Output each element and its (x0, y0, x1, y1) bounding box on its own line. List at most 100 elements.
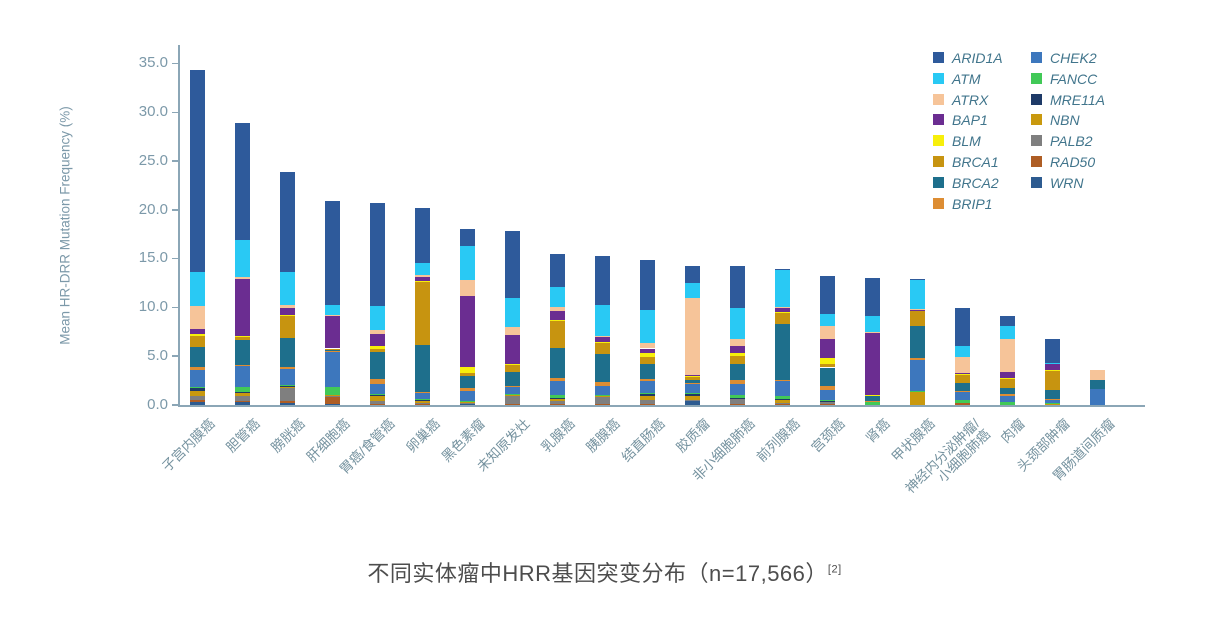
bar-segment-BAP1 (369, 334, 385, 347)
y-tick-label: 35.0 (138, 54, 168, 72)
bar-segment-FANCC (324, 387, 340, 396)
bar-segment-ARID1A (414, 208, 430, 263)
y-tick-mark (172, 209, 178, 211)
bar-segment-NBN (639, 395, 655, 401)
bar-segment-BRIP1 (414, 391, 430, 393)
bar-segment-ATM (954, 345, 970, 358)
bar-segment-MRE11A (684, 393, 700, 397)
bar-segment-BAP1 (504, 334, 520, 365)
bar-segment-ATM (324, 305, 340, 315)
bar-stack (954, 308, 970, 405)
bar-segment-PALB2 (279, 387, 295, 402)
bar-stack (414, 208, 430, 405)
bar-segment-ATM (819, 313, 835, 326)
bar-segment-ATM (909, 279, 925, 309)
bar-segment-BRCA2 (639, 363, 655, 379)
bar-segment-BLM (189, 334, 205, 336)
bar-stack (234, 122, 250, 405)
bar-segment-ATM (234, 239, 250, 277)
bar-stack (189, 70, 205, 405)
bar-segment-ARID1A (549, 253, 565, 288)
bar-segment-RAD50 (189, 400, 205, 403)
bar-segment-BRCA1 (189, 335, 205, 347)
bar-segment-CHEK2 (909, 359, 925, 391)
legend-label-MRE11A: MRE11A (1050, 91, 1105, 108)
bar-segment-BLM (279, 314, 295, 316)
bar-segment-CHEK2 (369, 384, 385, 394)
bar-segment-FANCC (864, 401, 880, 405)
legend-label-FANCC: FANCC (1050, 70, 1098, 87)
bar-segment-PALB2 (504, 395, 520, 404)
bar-segment-BRIP1 (189, 367, 205, 370)
bar-stack (774, 268, 790, 405)
bar-segment-CHEK2 (1089, 388, 1105, 405)
bar-segment-PALB2 (594, 396, 610, 404)
bar-segment-BRIP1 (369, 379, 385, 385)
legend-swatch-ARID1A (933, 52, 944, 63)
bar-segment-BAP1 (999, 372, 1015, 379)
bar-segment-ARID1A (459, 229, 475, 246)
bar-segment-ARID1A (864, 277, 880, 316)
bar-segment-BAP1 (1044, 363, 1060, 370)
bar-segment-BRIP1 (909, 357, 925, 360)
bar-segment-ARID1A (369, 202, 385, 307)
legend-label-BRCA2: BRCA2 (952, 174, 999, 191)
legend-swatch-ATRX (933, 93, 944, 105)
bar-segment-CHEK2 (504, 386, 520, 394)
legend-swatch-BRCA2 (933, 176, 944, 188)
legend-swatch-BRIP1 (933, 197, 944, 209)
bar-segment-ATM (729, 308, 745, 340)
legend-swatch-NBN (1031, 114, 1042, 126)
bar-segment-BAP1 (459, 296, 475, 367)
legend-label-ATRX: ATRX (952, 91, 989, 108)
bar-segment-BRCA1 (999, 378, 1015, 389)
bar-segment-PALB2 (549, 401, 565, 404)
bar-segment-ATRX (684, 297, 700, 375)
bar-segment-ATRX (954, 357, 970, 374)
bar-segment-PALB2 (729, 398, 745, 404)
y-tick-mark (172, 62, 178, 65)
bar-segment-FANCC (369, 393, 385, 395)
bar-segment-BAP1 (324, 316, 340, 349)
bar-segment-ATM (639, 309, 655, 343)
bar-segment-ATRX (234, 276, 250, 280)
bar-segment-ATM (684, 283, 700, 298)
legend-swatch-MRE11A (1031, 93, 1042, 105)
bar-segment-NBN (324, 395, 340, 397)
bar-segment-FANCC (234, 386, 250, 392)
bar-segment-ATRX (324, 314, 340, 317)
bar-segment-BAP1 (234, 279, 250, 336)
y-tick-label: 10.0 (138, 298, 168, 316)
bar-segment-ATM (369, 306, 385, 331)
legend-swatch-RAD50 (1031, 156, 1042, 167)
bar-segment-BRCA1 (369, 348, 385, 352)
bar-stack (324, 200, 340, 405)
bar-segment-ATRX (369, 330, 385, 335)
bar-segment-BRCA1 (594, 342, 610, 355)
bar-segment-BAP1 (594, 336, 610, 343)
bar-segment-NBN (1044, 403, 1060, 405)
bar-segment-BRIP1 (504, 385, 520, 387)
bar-segment-CHEK2 (594, 386, 610, 395)
legend-swatch-PALB2 (1031, 135, 1042, 147)
bar-stack (864, 277, 880, 405)
bar-segment-BRIP1 (774, 379, 790, 381)
x-axis-label: 子宫内膜癌 (159, 416, 218, 475)
bar-segment-ARID1A (639, 259, 655, 310)
bar-segment-FANCC (729, 395, 745, 398)
bar-segment-BLM (504, 364, 520, 366)
bar-segment-CHEK2 (819, 390, 835, 401)
legend-label-NBN: NBN (1050, 112, 1080, 129)
bar-segment-CHEK2 (684, 383, 700, 393)
bar-segment-BLM (459, 366, 475, 374)
legend-label-ARID1A: ARID1A (952, 50, 1003, 66)
bar-segment-ARID1A (729, 266, 745, 309)
bar-segment-BRCA2 (189, 346, 205, 367)
bar-segment-NBN (684, 396, 700, 400)
bar-segment-ATRX (414, 275, 430, 277)
bar-segment-BRCA1 (684, 376, 700, 381)
bar-segment-BRCA2 (909, 325, 925, 358)
bar-segment-PALB2 (639, 400, 655, 404)
bar-segment-BRCA1 (414, 281, 430, 346)
bar-segment-ATRX (909, 308, 925, 310)
